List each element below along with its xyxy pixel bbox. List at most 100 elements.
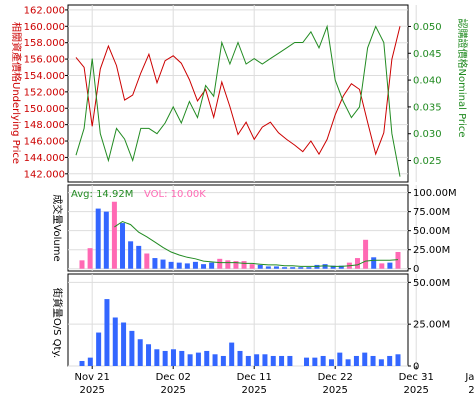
osqty-bar	[287, 355, 293, 366]
price-right-tick-label: 0.025	[413, 156, 442, 167]
price-right-tick-label: 0.040	[413, 76, 442, 87]
volume-bar	[282, 267, 288, 269]
volume-bar	[298, 267, 304, 269]
volume-bar	[225, 260, 231, 269]
osqty-bar	[137, 339, 143, 366]
price-left-tick-label: 160.000	[24, 22, 65, 33]
volume-bar	[273, 266, 279, 269]
price-right-tick-label: 0.050	[413, 22, 442, 33]
osqty-bar	[345, 359, 351, 366]
x-tick-label-year: 2025	[403, 385, 428, 396]
osqty-bar	[312, 357, 318, 366]
x-tick-label-year: 2025	[322, 385, 347, 396]
osqty-bar	[146, 344, 152, 366]
x-tick-label-date: Dec 22	[318, 372, 353, 383]
osqty-bar	[370, 355, 376, 366]
volume-bar	[249, 264, 255, 269]
volume-tick-label: 25.00M	[413, 245, 450, 256]
volume-vol-label: VOL: 10.00K	[144, 189, 206, 200]
osqty-bar	[328, 359, 334, 366]
volume-axis-title: 成交量Volume	[51, 194, 64, 261]
price-left-tick-label: 154.000	[24, 71, 65, 82]
volume-tick-label: 50.00M	[413, 226, 450, 237]
x-tick-label-date: Dec 02	[156, 372, 191, 383]
price-left-tick-label: 158.000	[24, 38, 65, 49]
price-left-tick-label: 148.000	[24, 120, 65, 131]
osqty-tick-label: 25.00M	[413, 320, 450, 331]
x-tick-label-date: Nov 21	[74, 372, 109, 383]
osqty-bar	[104, 299, 110, 366]
volume-bar	[128, 241, 134, 269]
osqty-bar	[195, 352, 201, 366]
osqty-tick-label: 50.00M	[413, 278, 450, 289]
price-right-axis-ticks: 0.050 0.045 0.040 0.035 0.030 0.025	[408, 22, 442, 167]
volume-bar	[184, 263, 190, 269]
volume-bar	[95, 208, 101, 269]
volume-bar	[363, 239, 369, 269]
osqty-bar	[279, 355, 285, 366]
osqty-bar	[170, 349, 176, 366]
price-left-tick-label: 150.000	[24, 104, 65, 115]
price-left-tick-label: 156.000	[24, 55, 65, 66]
osqty-bar	[270, 355, 276, 366]
volume-bar	[257, 264, 263, 269]
x-tick-label-year: 2025	[160, 385, 185, 396]
osqty-bar	[96, 332, 102, 366]
x-tick-label-year: 2025	[241, 385, 266, 396]
price-panel-frame	[67, 4, 409, 183]
price-left-tick-label: 152.000	[24, 87, 65, 98]
osqty-bar	[162, 350, 168, 366]
osqty-bar	[353, 355, 359, 366]
volume-bar	[354, 258, 360, 269]
osqty-bar	[395, 354, 401, 366]
x-tick-label-date: Dec 11	[237, 372, 272, 383]
volume-bar	[79, 260, 85, 269]
price-left-axis-ticks: 162.000 160.000 158.000 156.000 154.000 152.0…	[24, 5, 68, 180]
volume-tick-label: 100.00M	[413, 188, 457, 199]
osqty-bar	[79, 360, 85, 366]
price-lines	[75, 24, 401, 177]
osqty-bar	[337, 352, 343, 366]
volume-tick-label: 75.00M	[413, 207, 450, 218]
volume-average-line	[114, 220, 399, 267]
price-right-tick-label: 0.045	[413, 49, 442, 60]
price-left-tick-label: 144.000	[24, 153, 65, 164]
x-tick-label-year: 2026	[468, 385, 475, 396]
volume-bar	[217, 258, 223, 269]
osqty-bar	[262, 354, 268, 366]
volume-bar	[144, 253, 150, 269]
volume-bar	[192, 261, 198, 269]
x-axis-ticks: Nov 21 2025 Dec 02 2025 Dec 11 2025 Dec 22 2025…	[74, 366, 475, 396]
osqty-bar	[378, 359, 384, 366]
osqty-bar	[387, 355, 393, 366]
osqty-bar	[87, 357, 93, 366]
osqty-bar	[320, 355, 326, 366]
volume-bar	[176, 262, 182, 269]
volume-bar	[209, 262, 215, 269]
price-right-axis-title: 認購證價格Nominal Price	[456, 19, 469, 138]
underlying-price-line	[75, 26, 401, 156]
volume-bar	[111, 201, 117, 269]
volume-bar	[201, 264, 207, 269]
osqty-bar	[129, 330, 135, 366]
volume-bar	[241, 261, 247, 269]
osqty-bar	[254, 354, 260, 366]
osqty-bar	[237, 350, 243, 366]
volume-bar	[338, 265, 344, 269]
volume-axis-ticks: 100.00M 75.00M 50.00M 25.00M 0	[408, 188, 457, 275]
osqty-bar	[154, 349, 160, 366]
price-right-tick-label: 0.030	[413, 129, 442, 140]
volume-bar	[265, 266, 271, 269]
osqty-bar	[187, 354, 193, 366]
volume-bar	[379, 263, 385, 269]
price-left-tick-label: 162.000	[24, 5, 65, 16]
volume-bar	[168, 261, 174, 269]
osqty-bar	[304, 357, 310, 366]
price-left-tick-label: 142.000	[24, 169, 65, 180]
osqty-bar	[212, 354, 218, 366]
price-right-tick-label: 0.035	[413, 102, 442, 113]
volume-avg-label: Avg: 14.92M	[71, 189, 133, 200]
x-tick-label-date: Dec 31	[399, 372, 434, 383]
